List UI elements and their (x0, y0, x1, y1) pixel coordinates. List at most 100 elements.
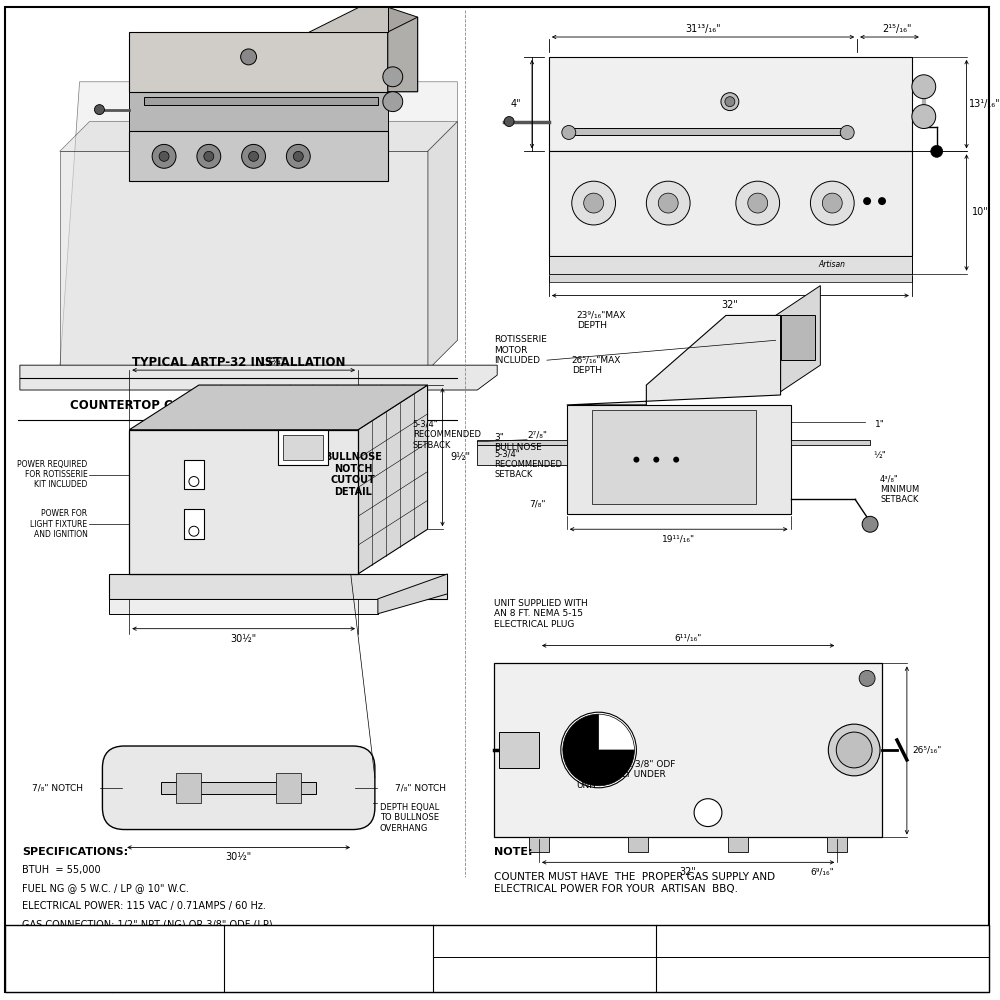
Circle shape (293, 151, 303, 161)
Polygon shape (129, 385, 428, 430)
Bar (494, 663, 882, 837)
Bar (728, 837, 748, 852)
Text: 32": 32" (721, 300, 738, 310)
Circle shape (152, 144, 176, 168)
Bar (477, 440, 567, 445)
Circle shape (721, 93, 739, 111)
Circle shape (658, 193, 678, 213)
Circle shape (862, 516, 878, 532)
Text: DEPTH EQUAL
TO BULLNOSE
OVERHANG: DEPTH EQUAL TO BULLNOSE OVERHANG (380, 803, 439, 833)
Circle shape (561, 712, 636, 788)
Circle shape (584, 193, 604, 213)
Text: DRAWING TITLE:: DRAWING TITLE: (436, 975, 498, 984)
Text: 7/₈" NOTCH: 7/₈" NOTCH (395, 783, 446, 792)
Circle shape (242, 144, 266, 168)
Text: Artisan: Artisan (49, 935, 173, 964)
Polygon shape (60, 82, 457, 370)
Bar (569, 128, 847, 135)
Text: SHEET 1 OF 1: SHEET 1 OF 1 (790, 982, 857, 992)
Text: POWER REQUIRED
FOR ROTISSERIE
KIT INCLUDED: POWER REQUIRED FOR ROTISSERIE KIT INCLUD… (17, 460, 88, 489)
Text: BTUH  = 55,000: BTUH = 55,000 (22, 865, 101, 875)
Text: 19¾": 19¾" (260, 357, 287, 367)
Bar (5, 925, 989, 992)
Bar (549, 57, 912, 151)
Text: 1/2" NPT OR 3/8" ODF
GAS SUPPLY UNDER
UNIT: 1/2" NPT OR 3/8" ODF GAS SUPPLY UNDER UN… (577, 760, 675, 790)
Text: 3"
BULLNOSE: 3" BULLNOSE (494, 433, 542, 452)
Circle shape (241, 49, 257, 65)
Circle shape (646, 181, 690, 225)
Text: 6¹¹/₁₆": 6¹¹/₁₆" (674, 633, 702, 642)
Polygon shape (388, 17, 418, 92)
Text: 2⁷/₈": 2⁷/₈" (527, 430, 547, 439)
Text: ARTISAN GRILLS: ARTISAN GRILLS (686, 965, 826, 980)
Polygon shape (109, 599, 378, 614)
Text: 1": 1" (875, 420, 885, 429)
Circle shape (840, 126, 854, 139)
Text: 30½": 30½" (226, 852, 252, 862)
Text: FUEL NG @ 5 W.C. / LP @ 10" W.C.: FUEL NG @ 5 W.C. / LP @ 10" W.C. (22, 883, 189, 893)
Circle shape (633, 457, 639, 463)
Circle shape (859, 670, 875, 686)
Circle shape (383, 92, 403, 112)
Circle shape (189, 477, 199, 486)
Text: 4³/₈"
MINIMUM
SETBACK: 4³/₈" MINIMUM SETBACK (880, 475, 919, 504)
Polygon shape (60, 122, 457, 151)
Text: ARTP-32 SPEC SHEET: ARTP-32 SPEC SHEET (749, 966, 897, 979)
Text: THE INFORMATION CONTAINED IN THIS DRAWING IS THE
SOLE PROPERTY OF SUPERIOR EQUIP: THE INFORMATION CONTAINED IN THIS DRAWIN… (251, 930, 405, 958)
Bar (549, 274, 912, 282)
Bar (184, 509, 204, 539)
Circle shape (912, 105, 936, 128)
Polygon shape (129, 32, 388, 92)
Text: Artisan: Artisan (819, 260, 846, 269)
Text: 7/₈": 7/₈" (529, 500, 545, 509)
Bar (129, 92, 388, 156)
Circle shape (931, 145, 943, 157)
Circle shape (822, 193, 842, 213)
Text: 4": 4" (511, 99, 521, 109)
Circle shape (694, 799, 722, 827)
Circle shape (736, 181, 780, 225)
Circle shape (286, 144, 310, 168)
Circle shape (159, 151, 169, 161)
Bar (529, 837, 549, 852)
Polygon shape (60, 151, 428, 370)
Text: ROTISSERIE
MOTOR
INCLUDED: ROTISSERIE MOTOR INCLUDED (494, 335, 547, 365)
Text: POWER FOR
LIGHT FIXTURE
AND IGNITION: POWER FOR LIGHT FIXTURE AND IGNITION (30, 509, 88, 539)
Circle shape (828, 724, 880, 776)
Text: DRAWING NO.:: DRAWING NO.: (856, 930, 912, 939)
Bar (184, 460, 204, 489)
Polygon shape (567, 315, 781, 405)
Text: GAS CONNECTION: 1/2" NPT (NG) OR 3/8" ODF (LP): GAS CONNECTION: 1/2" NPT (NG) OR 3/8" OD… (22, 919, 273, 929)
Bar (567, 405, 791, 514)
Bar (499, 732, 539, 768)
Bar (283, 435, 323, 460)
Text: 9½": 9½" (450, 452, 470, 462)
Circle shape (197, 144, 221, 168)
Text: ELECTRICAL POWER: 115 VAC / 0.71AMPS / 60 Hz.: ELECTRICAL POWER: 115 VAC / 0.71AMPS / 6… (22, 901, 266, 911)
FancyBboxPatch shape (102, 746, 375, 830)
Text: SPECIFICATIONS:: SPECIFICATIONS: (22, 847, 128, 857)
Polygon shape (109, 574, 447, 599)
Wedge shape (599, 714, 634, 750)
Text: 5-3/4"
RECOMMENDED
SETBACK: 5-3/4" RECOMMENDED SETBACK (494, 450, 562, 479)
Bar (592, 410, 756, 504)
Text: 5-3/4"
RECOMMENDED
SETBACK: 5-3/4" RECOMMENDED SETBACK (413, 420, 481, 450)
Bar (129, 430, 358, 574)
Text: ½": ½" (874, 450, 886, 459)
Text: CREATED: Monday, March 07, 2016: CREATED: Monday, March 07, 2016 (436, 955, 594, 964)
Text: 31¹³/₁₆": 31¹³/₁₆" (685, 24, 721, 34)
Text: TYPICAL ARTP-32 INSTALLATION: TYPICAL ARTP-32 INSTALLATION (132, 356, 345, 369)
Text: SUPERIOR EQUIPMENT SOLUTIONS
7039 EAST SLAUSON AVENUE
COMMERCE, CA 90040: SUPERIOR EQUIPMENT SOLUTIONS 7039 EAST S… (57, 977, 165, 993)
Circle shape (189, 526, 199, 536)
Circle shape (748, 193, 768, 213)
Polygon shape (308, 7, 388, 32)
Text: COUNTER MUST HAVE  THE  PROPER GAS SUPPLY AND
ELECTRICAL POWER FOR YOUR  ARTISAN: COUNTER MUST HAVE THE PROPER GAS SUPPLY … (494, 872, 775, 894)
Text: 2¹⁵/₁₆": 2¹⁵/₁₆" (882, 24, 912, 34)
Circle shape (504, 117, 514, 127)
Circle shape (836, 732, 872, 768)
Text: 32": 32" (680, 867, 697, 877)
Circle shape (562, 126, 576, 139)
Circle shape (912, 75, 936, 99)
Text: 26⁵/₁₆": 26⁵/₁₆" (912, 745, 941, 754)
Polygon shape (428, 122, 457, 370)
